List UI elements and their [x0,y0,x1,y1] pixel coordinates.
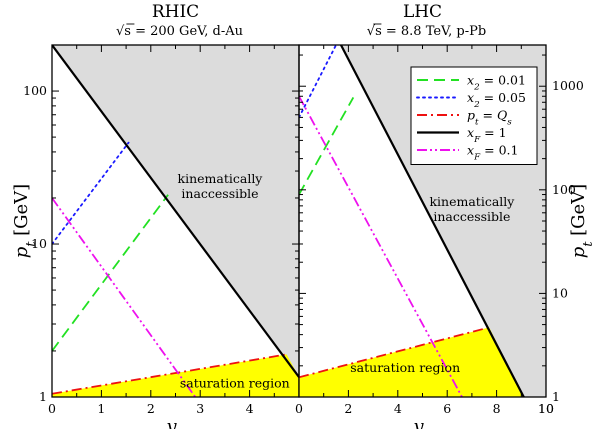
region-saturation-region [299,327,524,397]
panel-subtitle: √s = 200 GeV, d-Au [116,24,243,39]
plot-area [52,45,299,397]
panel-left: kinematically inaccessible saturation regi… [11,2,300,429]
region-label-saturation-region: saturation region [180,376,290,391]
y-tick-label: 100 [23,83,47,98]
series-line-xf-0-1 [52,197,196,397]
x-tick-label: 10 [538,401,554,416]
y-axis-label: pt [GeV] [568,184,595,258]
x-axis-label: yh [412,416,431,429]
x-axis-label: yh [165,416,184,429]
region-label-kinematically-inaccessible: kinematically inaccessible [429,194,515,224]
series-line-x2-0-01 [299,96,355,195]
x-tick-label: 4 [394,401,402,416]
series-line-x2-0-05 [299,45,337,119]
series-line-xf-1 [340,45,525,397]
region-label-kinematically-inaccessible: kinematically inaccessible [178,171,264,201]
legend-label-xf-0-1: xF = 0.1 [467,143,518,163]
series-line-pt-qs [299,326,490,379]
x-tick-label: 1 [97,401,105,416]
y-tick-label: 10 [31,236,47,251]
panel-subtitle: √s = 8.8 TeV, p-Pb [367,24,486,39]
svg-text:pt [GeV]: pt [GeV] [568,184,595,258]
x-tick-label: 2 [344,401,352,416]
region-label-saturation-region: saturation region [350,360,460,375]
y-tick-label: 100 [552,182,576,197]
x-tick-label: 0 [48,401,56,416]
x-tick-label: 4 [246,401,254,416]
series-line-x2-0-01 [52,194,169,352]
x-tick-label: 0 [295,401,303,416]
y-axis-label: pt [GeV] [11,184,38,258]
x-tick-label: 6 [443,401,451,416]
y-tick-label: 1 [552,389,560,404]
legend-label-x2-0-01: x2 = 0.01 [467,73,526,93]
legend-label-pt-qs: pt = Qs [467,108,512,128]
series-line-xf-1 [52,45,299,378]
svg-text:pt [GeV]: pt [GeV] [11,184,38,258]
panel-right: kinematically inaccessible saturation regi… [295,2,594,429]
x-tick-label: 10 [538,401,554,416]
region-saturation-region [52,354,299,397]
y-tick-label: 1000 [552,78,584,93]
y-tick-label: 1 [39,389,47,404]
series-line-x2-0-05 [52,141,130,245]
legend-label-xf-1: xF = 1 [467,125,507,145]
x-tick-label: 8 [493,401,501,416]
panel-title: LHC [403,2,442,22]
panel-title: RHIC [152,2,199,22]
series-line-xf-0-1 [299,95,463,397]
x-tick-label: 3 [196,401,204,416]
y-tick-label: 10 [552,285,568,300]
legend-label-x2-0-05: x2 = 0.05 [467,90,526,110]
x-tick-label: 2 [147,401,155,416]
